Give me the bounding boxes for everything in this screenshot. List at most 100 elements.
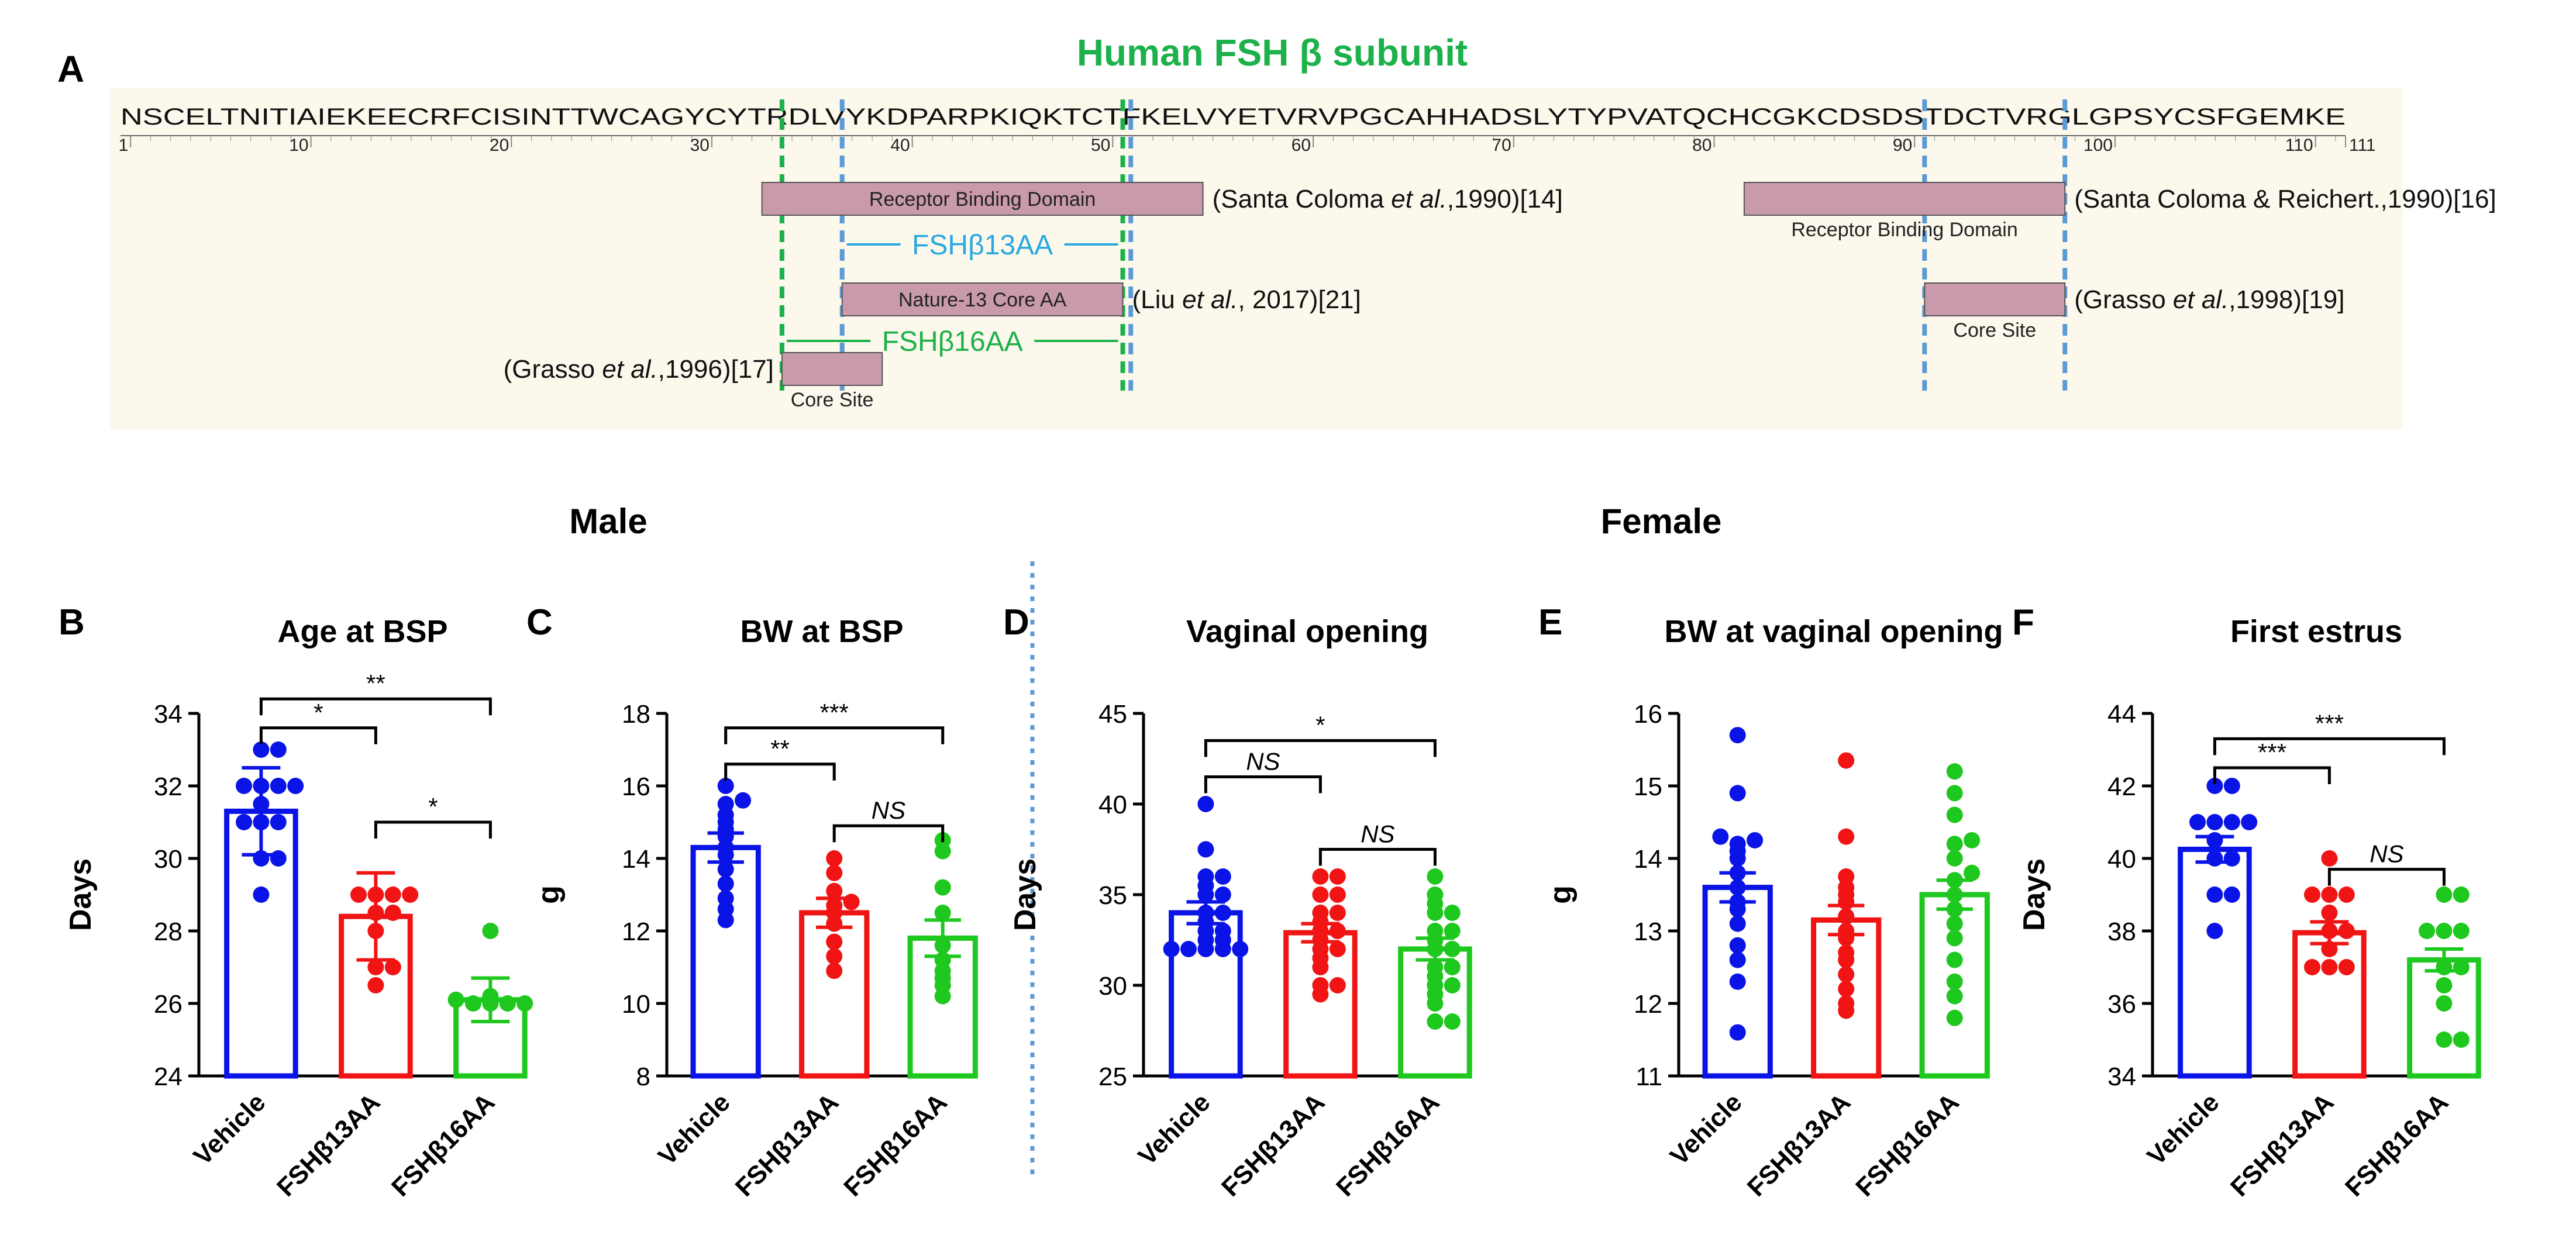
data-point: [2206, 814, 2223, 830]
y-tick-label: 15: [1634, 772, 1662, 801]
significance-bracket: *: [1204, 712, 1437, 757]
citation-year: ,1996)[17]: [658, 355, 774, 384]
category-label: Vehicle: [188, 1088, 271, 1171]
y-tick-label: 13: [1634, 917, 1662, 946]
data-point: [2321, 941, 2338, 957]
data-point: [1729, 879, 1746, 896]
ruler-tick-label: 20: [490, 136, 509, 155]
data-point: [367, 959, 384, 975]
citation-text: (Santa Coloma & Reichert.,1990)[16]: [2074, 185, 2496, 213]
significance-label: ***: [2315, 709, 2344, 737]
data-point: [1444, 977, 1461, 993]
series-fsh16aa: [1919, 763, 1990, 1079]
data-point: [1946, 930, 1963, 947]
sequence-ruler: 1 10 20 30 40 50 60 70 80 90 100 110 111: [118, 135, 2376, 155]
feature-box: [841, 282, 1124, 316]
data-point: [1312, 868, 1329, 885]
series-fsh13aa: [1811, 752, 1882, 1079]
data-point: [1427, 1013, 1444, 1030]
fshb13aa-span: FSHβ13AA: [846, 230, 1118, 261]
y-tick-label: 16: [622, 772, 650, 801]
category-label: FSHβ13AA: [1216, 1088, 1330, 1202]
data-point: [843, 893, 860, 910]
data-point: [1729, 951, 1746, 968]
data-point: [1729, 727, 1746, 744]
fshb16aa-span: FSHβ16AA: [786, 326, 1118, 357]
data-point: [1946, 763, 1963, 780]
citation-text: (Santa Coloma: [1213, 185, 1392, 213]
y-tick-label: 24: [154, 1062, 182, 1091]
data-point: [2436, 923, 2453, 939]
data-point: [367, 886, 384, 903]
panel-label: C: [526, 602, 553, 643]
data-point: [826, 948, 843, 965]
significance-label: **: [366, 670, 385, 697]
data-point: [1838, 752, 1855, 769]
panel-label: F: [2012, 602, 2034, 643]
chart-title: First estrus: [2230, 614, 2402, 649]
data-point: [1312, 886, 1329, 903]
data-point: [934, 879, 951, 896]
chart-panel-e: E BW at vaginal opening 11 12 13 14 15 16 g Vehic…: [1538, 602, 2003, 1202]
data-point: [1838, 908, 1855, 925]
data-point: [270, 814, 287, 830]
data-point: [2453, 1031, 2470, 1048]
category-label: FSHβ16AA: [2340, 1088, 2454, 1202]
data-point: [350, 886, 367, 903]
bracket-line: [1204, 775, 1322, 794]
male-section-label: Male: [569, 502, 647, 541]
series-vehicle: [1702, 727, 1773, 1079]
y-tick-label: 35: [1098, 881, 1127, 910]
significance-label: *: [1315, 712, 1325, 739]
data-point: [826, 897, 843, 914]
y-tick-label: 40: [2107, 845, 2136, 874]
data-point: [253, 796, 270, 812]
data-point: [270, 850, 287, 867]
citation-etal: et al.: [2173, 285, 2229, 314]
feature-citation: (Grasso et al.,1996)[17]: [504, 355, 774, 384]
category-label: Vehicle: [1665, 1088, 1748, 1171]
citation-year: , 2017)[21]: [1238, 285, 1361, 314]
significance-bracket: NS: [1204, 748, 1322, 794]
data-point: [1214, 886, 1231, 903]
feature-citation: (Grasso et al.,1998)[19]: [2074, 285, 2344, 314]
significance-label: NS: [1246, 748, 1280, 775]
data-point: [1729, 836, 1746, 853]
data-point: [1312, 977, 1329, 993]
receptor-binding-domain-1: Receptor Binding Domain (Santa Coloma et …: [761, 182, 1563, 216]
data-point: [1329, 941, 1346, 957]
data-point: [236, 778, 252, 794]
data-point: [1838, 944, 1855, 961]
citation-text: (Grasso: [2074, 285, 2173, 314]
significance-label: **: [770, 735, 790, 763]
nature-13-core: Nature-13 Core AA (Liu et al., 2017)[21]: [841, 282, 1361, 316]
data-point: [2419, 923, 2435, 939]
series-fsh16aa: [907, 832, 978, 1079]
data-point: [2241, 814, 2258, 830]
y-tick-label: 14: [1634, 845, 1662, 874]
chart-title: BW at BSP: [740, 614, 903, 649]
data-point: [2436, 959, 2453, 975]
ruler-tick-label: 60: [1292, 136, 1311, 155]
y-tick-label: 18: [622, 700, 650, 729]
data-point: [2321, 923, 2338, 939]
data-point: [1946, 886, 1963, 903]
data-point: [2304, 886, 2320, 903]
y-tick-label: 42: [2107, 772, 2136, 801]
significance-bracket: NS: [832, 796, 945, 843]
data-point: [1946, 836, 1963, 853]
data-point: [2453, 886, 2470, 903]
core-site-1: Core Site (Grasso et al.,1996)[17]: [504, 352, 883, 411]
significance-label: NS: [1361, 820, 1394, 848]
data-point: [1838, 923, 1855, 939]
series-vehicle: [224, 741, 304, 1079]
receptor-binding-domain-2: Receptor Binding Domain (Santa Coloma & R…: [1743, 182, 2496, 241]
significance-label: *: [314, 699, 323, 726]
y-axis-label: g: [532, 885, 566, 904]
significance-bracket: *: [374, 793, 492, 839]
category-label: FSHβ16AA: [838, 1088, 952, 1202]
ruler-tick-label: 90: [1893, 136, 1912, 155]
data-point: [367, 923, 384, 939]
